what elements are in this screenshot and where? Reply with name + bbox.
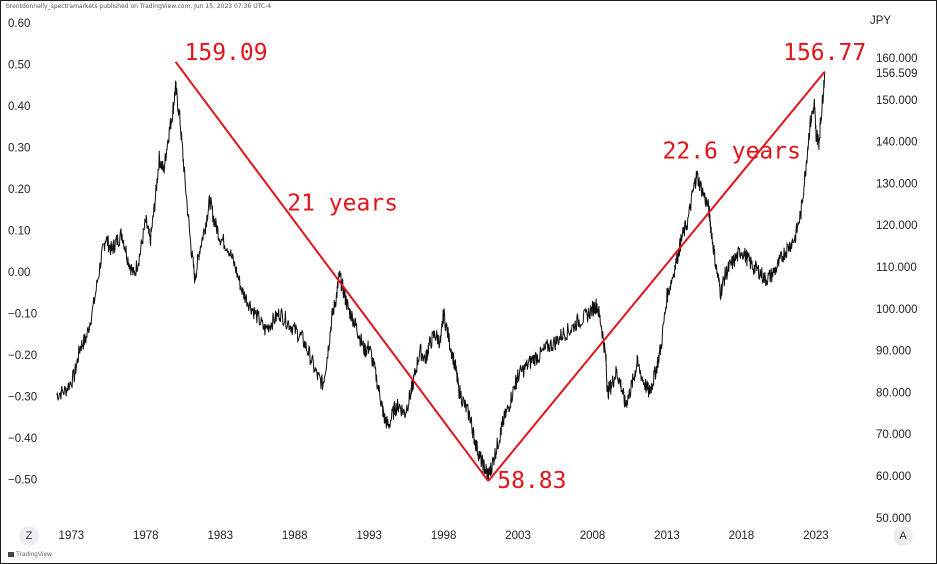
x-tick-label: 1998 <box>431 530 457 542</box>
tradingview-logo: TradingView <box>8 551 52 558</box>
right-tick-label: 50.000 <box>876 513 911 525</box>
left-tick-label: 0.10 <box>8 226 30 238</box>
right-tick-label: 130.000 <box>876 178 918 190</box>
left-tick-label: 0.00 <box>8 267 30 279</box>
right-tick-label: 140.000 <box>876 137 918 149</box>
annotation-label: 159.09 <box>185 40 268 66</box>
price-series-line <box>56 72 826 481</box>
right-tick-label: 60.000 <box>876 471 911 483</box>
annotation-label: 21 years <box>287 191 398 217</box>
left-tick-label: 0.30 <box>8 143 30 155</box>
left-axis: 0.60 0.50 0.40 0.30 0.20 0.10 0.00 −0.10 −0.20 −0… <box>8 18 37 487</box>
left-tick-label: −0.40 <box>8 433 37 445</box>
x-tick-label: 2013 <box>654 530 680 542</box>
annotations: 159.09 21 years 58.83 22.6 years 156.77 <box>185 40 867 494</box>
left-tick-label: 0.60 <box>8 18 30 30</box>
right-tick-label: 110.000 <box>876 262 917 274</box>
auto-scale-button[interactable]: A <box>893 526 913 546</box>
annotation-label: 156.77 <box>783 40 866 66</box>
left-tick-label: −0.20 <box>8 350 37 362</box>
x-tick-label: 2023 <box>803 530 829 542</box>
right-tick-label: 80.000 <box>876 387 911 399</box>
trendline <box>487 70 826 482</box>
trendline <box>174 61 490 482</box>
x-axis: 1973 1978 1983 1988 1993 1998 2003 2008 2013 2018… <box>59 530 829 542</box>
right-tick-label: 160.000 <box>876 53 918 65</box>
left-tick-label: 0.20 <box>8 184 30 196</box>
tradingview-logo-text: TradingView <box>16 551 52 558</box>
x-tick-label: 1988 <box>282 530 308 542</box>
x-tick-label: 2003 <box>505 530 531 542</box>
x-tick-label: 2008 <box>580 530 606 542</box>
last-price-label: 156.509 <box>876 68 918 80</box>
x-tick-label: 1973 <box>59 530 85 542</box>
right-tick-label: 120.000 <box>876 220 918 232</box>
tradingview-logo-icon <box>8 551 14 557</box>
right-axis-unit: JPY <box>870 15 891 27</box>
right-tick-label: 90.000 <box>876 346 911 358</box>
left-tick-label: 0.50 <box>8 60 30 72</box>
right-tick-label: 70.000 <box>876 429 911 441</box>
right-tick-label: 100.000 <box>876 304 918 316</box>
annotation-label: 22.6 years <box>663 138 801 164</box>
x-tick-label: 1993 <box>356 530 382 542</box>
left-scale-button[interactable]: Z <box>19 526 39 546</box>
left-tick-label: 0.40 <box>8 101 30 113</box>
left-tick-label: −0.50 <box>8 475 37 487</box>
left-tick-label: −0.30 <box>8 392 37 404</box>
right-axis: 160.000 150.000 140.000 130.000 120.000 110.0… <box>876 53 918 525</box>
x-tick-label: 2018 <box>729 530 755 542</box>
right-tick-label: 150.000 <box>876 95 918 107</box>
x-tick-label: 1978 <box>133 530 159 542</box>
trendlines <box>174 61 826 482</box>
publisher-note: brentdonnelly_spectramarkets published o… <box>6 3 272 10</box>
left-tick-label: −0.10 <box>8 309 37 321</box>
x-tick-label: 1983 <box>207 530 233 542</box>
annotation-label: 58.83 <box>497 468 566 494</box>
